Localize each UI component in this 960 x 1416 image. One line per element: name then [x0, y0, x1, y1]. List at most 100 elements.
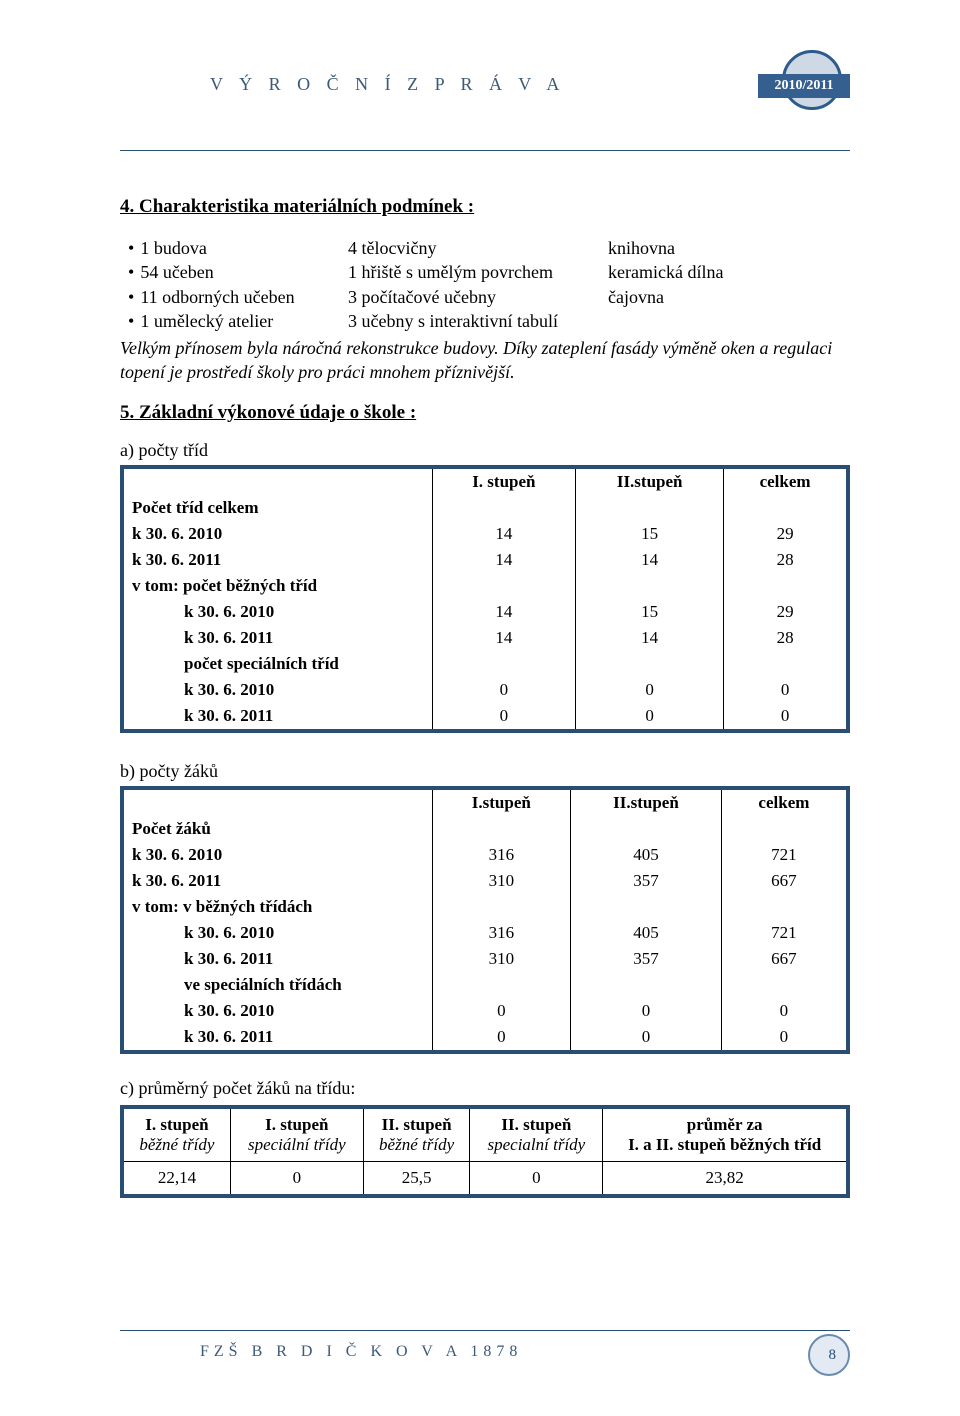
table-row: k 30. 6. 2011000	[122, 1024, 848, 1052]
cell: 721	[721, 842, 848, 868]
table-row: k 30. 6. 2011310357667	[122, 946, 848, 972]
cell: 15	[576, 599, 724, 625]
cell	[432, 816, 571, 842]
col-header	[122, 788, 432, 816]
list-item: 3 počítačové učebny	[348, 285, 608, 309]
cell: 0	[432, 998, 571, 1024]
header-title: V Ý R O Č N Í Z P R Á V A	[210, 74, 565, 95]
header: V Ý R O Č N Í Z P R Á V A 2010/2011	[120, 60, 850, 110]
cell: 0	[576, 703, 724, 731]
cell: 14	[432, 599, 576, 625]
cell: 22,14	[122, 1161, 230, 1196]
list-item: 3 učebny s interaktivní tabulí	[348, 309, 608, 333]
cell: 405	[571, 842, 722, 868]
row-label: v tom: počet běžných tříd	[122, 573, 432, 599]
cell: 0	[470, 1161, 603, 1196]
table-row: k 30. 6. 2011141428	[122, 547, 848, 573]
cell: 667	[721, 868, 848, 894]
cell	[724, 651, 848, 677]
cell	[432, 573, 576, 599]
row-label: počet speciálních tříd	[122, 651, 432, 677]
list-item: 4 tělocvičny	[348, 236, 608, 260]
table-row: k 30. 6. 2010000	[122, 998, 848, 1024]
cell: 14	[576, 625, 724, 651]
col-header: průměr zaI. a II. stupeň běžných tříd	[603, 1107, 848, 1162]
cell: 29	[724, 521, 848, 547]
table-header-row: I. stupeňběžné třídy I. stupeňspeciální …	[122, 1107, 848, 1162]
col-header: I. stupeňběžné třídy	[122, 1107, 230, 1162]
cell: 15	[576, 521, 724, 547]
row-label: v tom: v běžných třídách	[122, 894, 432, 920]
cell	[576, 573, 724, 599]
cell	[724, 573, 848, 599]
badge-year: 2010/2011	[758, 74, 850, 98]
table-row: v tom: v běžných třídách	[122, 894, 848, 920]
cell: 0	[432, 677, 576, 703]
table-row: k 30. 6. 2010141529	[122, 521, 848, 547]
table-b-label: b) počty žáků	[120, 761, 850, 782]
row-label: k 30. 6. 2010	[122, 521, 432, 547]
cell: 0	[576, 677, 724, 703]
cell: 310	[432, 946, 571, 972]
cell: 14	[432, 521, 576, 547]
cell: 14	[432, 547, 576, 573]
cell: 28	[724, 547, 848, 573]
year-badge: 2010/2011	[760, 60, 850, 120]
cell: 0	[571, 998, 722, 1024]
table-row: k 30. 6. 2010316405721	[122, 842, 848, 868]
list-item: 11 odborných učeben	[128, 285, 348, 309]
row-label: k 30. 6. 2010	[122, 599, 432, 625]
page-number: 8	[829, 1347, 837, 1364]
cell: 667	[721, 946, 848, 972]
footer-title: FZŠ B R D I Č K O V A 1878	[200, 1343, 522, 1361]
list-item: 54 učeben	[128, 260, 348, 284]
cell: 316	[432, 920, 571, 946]
col-header: II. stupeňspecialní třídy	[470, 1107, 603, 1162]
cell: 0	[721, 1024, 848, 1052]
row-label: k 30. 6. 2011	[122, 625, 432, 651]
cell	[571, 972, 722, 998]
table-row: k 30. 6. 2010141529	[122, 599, 848, 625]
col-header: II. stupeňběžné třídy	[363, 1107, 470, 1162]
row-label: k 30. 6. 2010	[122, 677, 432, 703]
cell: 357	[571, 868, 722, 894]
facilities-list: 1 budova 54 učeben 11 odborných učeben 1…	[128, 236, 850, 333]
row-label: k 30. 6. 2011	[122, 946, 432, 972]
cell	[571, 816, 722, 842]
col-header: I.stupeň	[432, 788, 571, 816]
table-students: I.stupeň II.stupeň celkem Počet žákůk 30…	[120, 786, 850, 1054]
row-label: k 30. 6. 2011	[122, 547, 432, 573]
cell: 0	[230, 1161, 363, 1196]
col-header: celkem	[721, 788, 848, 816]
list-item: knihovna	[608, 236, 723, 260]
row-label: k 30. 6. 2010	[122, 920, 432, 946]
facilities-col-1: 1 budova 54 učeben 11 odborných učeben 1…	[128, 236, 348, 333]
cell	[724, 495, 848, 521]
row-label: Počet žáků	[122, 816, 432, 842]
cell	[432, 894, 571, 920]
cell: 0	[724, 677, 848, 703]
table-header-row: I.stupeň II.stupeň celkem	[122, 788, 848, 816]
footer: FZŠ B R D I Č K O V A 1878 8	[120, 1330, 850, 1380]
cell	[721, 816, 848, 842]
table-row: k 30. 6. 2011310357667	[122, 868, 848, 894]
cell	[432, 651, 576, 677]
cell: 0	[721, 998, 848, 1024]
table-row: k 30. 6. 2010000	[122, 677, 848, 703]
col-header	[122, 467, 432, 495]
table-row: 22,14 0 25,5 0 23,82	[122, 1161, 848, 1196]
facilities-col-2: 4 tělocvičny 1 hřiště s umělým povrchem …	[348, 236, 608, 333]
row-label: ve speciálních třídách	[122, 972, 432, 998]
facilities-col-3: knihovna keramická dílna čajovna	[608, 236, 723, 333]
row-label: k 30. 6. 2010	[122, 842, 432, 868]
cell	[432, 495, 576, 521]
cell: 316	[432, 842, 571, 868]
list-item: 1 budova	[128, 236, 348, 260]
table-row: Počet tříd celkem	[122, 495, 848, 521]
table-averages: I. stupeňběžné třídy I. stupeňspeciální …	[120, 1105, 850, 1198]
header-divider	[120, 150, 850, 151]
cell: 29	[724, 599, 848, 625]
list-item: čajovna	[608, 285, 723, 309]
row-label: Počet tříd celkem	[122, 495, 432, 521]
table-a-label: a) počty tříd	[120, 440, 850, 461]
